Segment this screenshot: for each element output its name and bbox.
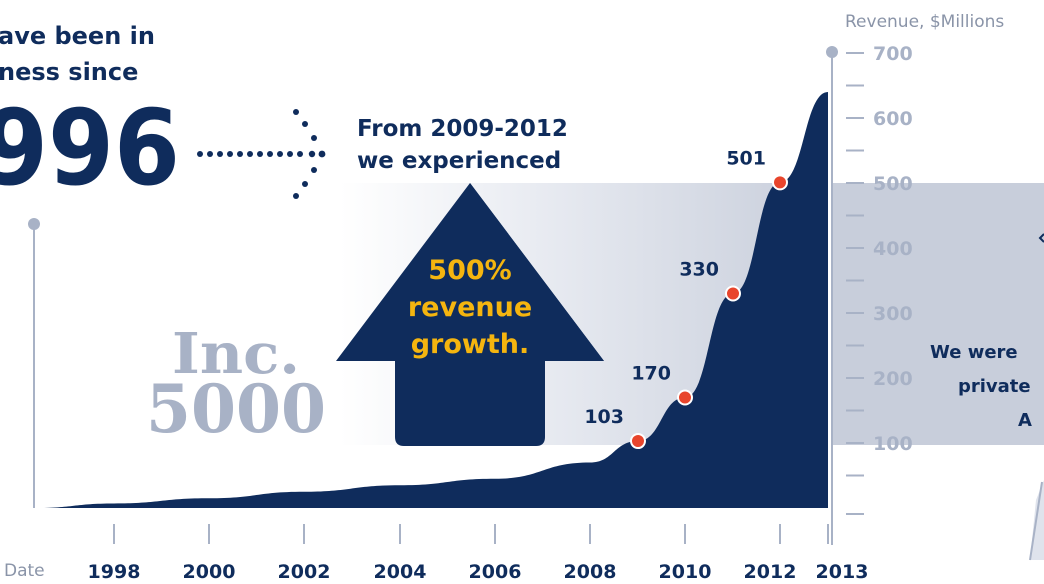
partial-graphic-outline [1029, 481, 1043, 561]
y-axis-title: Revenue, $Millions [845, 12, 1004, 32]
right-panel-line3: A [1018, 410, 1032, 431]
inc-logo-line1: Inc. [172, 321, 300, 387]
x-tick-label-2000: 2000 [183, 561, 236, 583]
right-panel-chevron-icon [1038, 233, 1044, 243]
inc-5000-logo: Inc. 5000 [146, 321, 326, 448]
x-tick-label-2012: 2012 [744, 561, 797, 583]
header-line1: ave been in [0, 22, 155, 50]
x-tick-label-1998: 1998 [88, 561, 141, 583]
y-axis-top-dot [826, 46, 838, 58]
growth-text-line2: revenue [408, 292, 532, 323]
revenue-area [34, 92, 828, 508]
data-point-330 [725, 285, 741, 302]
y-tick-label-100: 100 [873, 433, 913, 455]
revenue-area-chart: 103 170 330 501 [34, 92, 828, 508]
data-label-330: 330 [679, 259, 719, 281]
y-tick-label-700: 700 [873, 43, 913, 65]
growth-text-line3: growth. [411, 329, 530, 360]
data-point-501 [772, 174, 788, 191]
data-label-170: 170 [631, 363, 671, 385]
y-tick-label-500: 500 [873, 173, 913, 195]
inc-logo-line2: 5000 [146, 370, 326, 448]
x-tick-label-2006: 2006 [469, 561, 522, 583]
dotted-arrow-icon [197, 109, 326, 199]
y-tick-label-600: 600 [873, 108, 913, 130]
arrow-caption-line1: From 2009-2012 [357, 116, 568, 142]
x-tick-label-2008: 2008 [564, 561, 617, 583]
growth-text-line1: 500% [428, 255, 511, 286]
x-tick-label-2010: 2010 [659, 561, 712, 583]
data-label-501: 501 [726, 147, 766, 169]
y-axis: 100 200 300 400 500 600 700 [826, 43, 913, 545]
arrow-caption-line2: we experienced [357, 148, 561, 174]
data-point-170 [677, 389, 693, 406]
highlight-band-right [832, 183, 1044, 445]
x-tick-label-2004: 2004 [374, 561, 427, 583]
x-tick-label-2013: 2013 [816, 561, 869, 583]
x-tick-label-2002: 2002 [278, 561, 331, 583]
x-axis: 1998 2000 2002 2004 2006 2008 2010 2012 2013 [88, 524, 869, 583]
y-tick-label-300: 300 [873, 303, 913, 325]
data-point-103 [630, 433, 646, 450]
header-year: 996 [0, 87, 180, 209]
growth-arrow-shape [336, 183, 604, 446]
x-axis-title: Date [4, 561, 45, 581]
header-line2: ness since [0, 58, 138, 86]
start-marker-dot [28, 218, 40, 230]
y-tick-label-400: 400 [873, 238, 913, 260]
data-label-103: 103 [584, 406, 624, 428]
right-panel-line1: We were [930, 342, 1018, 363]
y-tick-label-200: 200 [873, 368, 913, 390]
right-panel-line2: private [958, 376, 1031, 397]
